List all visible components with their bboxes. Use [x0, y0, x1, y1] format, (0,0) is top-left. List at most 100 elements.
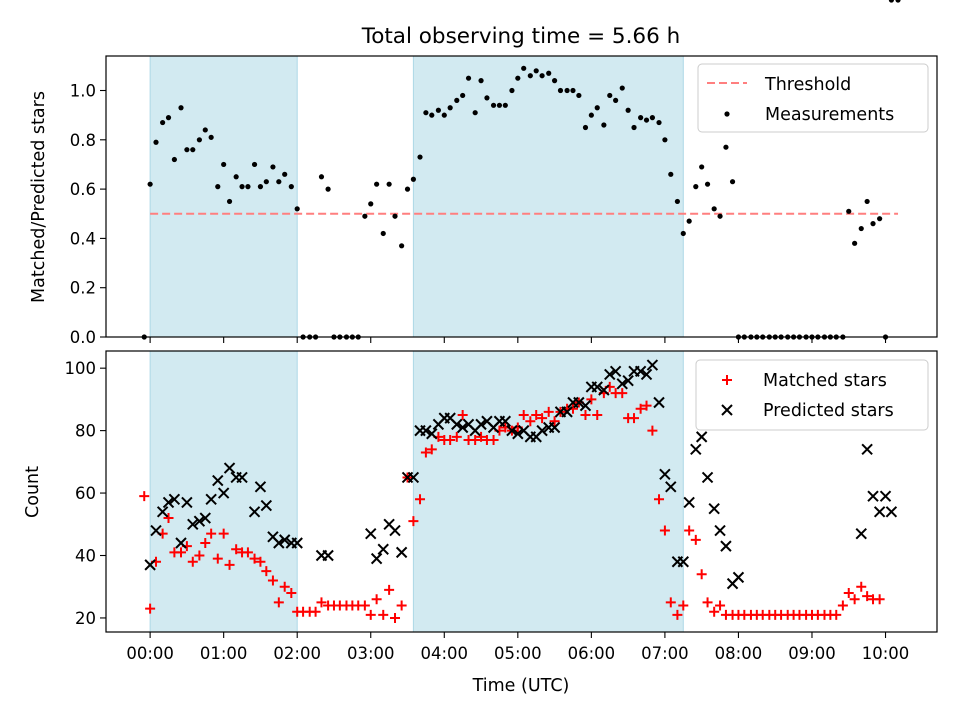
predicted-star-point — [536, 424, 548, 437]
matched-star-point — [273, 597, 284, 608]
x-tick-label: 10:00 — [862, 644, 910, 663]
predicted-star-point — [873, 506, 886, 518]
measurement-point — [717, 213, 723, 219]
matched-star-point — [696, 569, 707, 580]
measurement-point — [870, 221, 876, 227]
measurement-point — [852, 240, 858, 246]
matched-star-point — [586, 394, 597, 405]
measurement-point — [846, 208, 852, 214]
measurement-point — [594, 105, 600, 111]
matched-star-point — [420, 447, 431, 458]
matched-star-point — [843, 587, 854, 598]
predicted-star-point — [291, 537, 303, 549]
matched-star-point — [684, 525, 695, 536]
measurement-point — [496, 102, 503, 108]
matched-star-point — [378, 609, 389, 620]
predicted-star-point — [714, 524, 726, 537]
measurement-point — [374, 181, 380, 187]
predicted-star-point — [867, 490, 879, 502]
predicted-star-point — [187, 518, 199, 530]
predicted-star-point — [683, 496, 695, 509]
measurement-point — [282, 171, 288, 177]
predicted-star-point — [598, 384, 610, 396]
x-tick-label: 06:00 — [568, 644, 616, 663]
measurement-point — [858, 225, 864, 232]
matched-star-point — [862, 591, 873, 602]
measurement-point — [877, 216, 883, 222]
predicted-star-point — [548, 421, 561, 434]
matched-star-point — [476, 431, 487, 442]
x-tick-label: 03:00 — [347, 644, 395, 663]
predicted-star-point — [395, 546, 408, 559]
matched-star-point — [206, 528, 217, 539]
measurement-point — [196, 137, 202, 143]
measurement-point — [263, 179, 269, 185]
matched-star-point — [359, 600, 370, 611]
matched-star-point — [665, 597, 676, 608]
matched-star-point — [224, 559, 235, 570]
measurement-point — [686, 218, 692, 224]
predicted-star-point — [885, 506, 898, 518]
matched-star-point — [457, 410, 468, 421]
matched-star-point — [255, 556, 266, 567]
measurement-point — [693, 184, 699, 190]
matched-star-point — [592, 410, 603, 421]
x-tick-label: 00:00 — [126, 644, 174, 663]
top-y-tick-label: 0.0 — [70, 328, 96, 347]
measurement-point — [454, 97, 460, 103]
measurement-point — [625, 107, 631, 113]
matched-star-point — [139, 491, 150, 502]
matched-star-point — [647, 425, 658, 436]
matched-star-point — [629, 413, 640, 424]
matched-star-point — [659, 525, 670, 536]
measurement-point — [895, 0, 901, 3]
matched-star-point — [617, 388, 628, 399]
predicted-star-point — [175, 537, 187, 549]
measurement-point — [864, 198, 870, 205]
x-tick-label: 05:00 — [494, 644, 542, 663]
matched-star-point — [194, 550, 205, 561]
predicted-star-point — [150, 524, 162, 537]
matched-star-point — [678, 600, 689, 611]
measurement-point — [276, 179, 282, 185]
top-shaded-region — [150, 56, 298, 337]
measurement-point — [318, 174, 325, 180]
legend-threshold-label: Threshold — [764, 75, 851, 95]
measurement-point — [502, 102, 508, 108]
measurement-point — [171, 156, 177, 163]
matched-star-point — [145, 603, 156, 614]
predicted-star-point — [604, 368, 616, 381]
predicted-star-point — [732, 571, 745, 584]
predicted-star-point — [512, 428, 524, 440]
predicted-star-point — [646, 359, 659, 371]
matched-star-point — [316, 597, 327, 608]
matched-star-point — [279, 581, 290, 592]
measurement-point — [423, 110, 429, 116]
matched-star-point — [415, 494, 426, 505]
measurement-point — [233, 174, 239, 180]
measurement-point — [386, 181, 392, 187]
measurement-point — [215, 184, 221, 190]
predicted-star-point — [162, 496, 175, 509]
matched-star-point — [641, 400, 652, 411]
predicted-star-point — [365, 527, 377, 540]
measurement-point — [160, 119, 166, 126]
matched-star-point — [831, 609, 842, 620]
measurement-point — [257, 184, 264, 190]
matched-star-point — [543, 406, 554, 417]
measurement-point — [539, 73, 545, 79]
bottom-shaded-region — [413, 351, 684, 632]
matched-star-point — [672, 609, 683, 620]
measurement-point — [601, 122, 607, 128]
matched-star-point — [261, 566, 272, 577]
matched-star-point — [267, 575, 278, 586]
x-tick-label: 07:00 — [641, 644, 689, 663]
matched-star-point — [537, 413, 548, 424]
measurement-point — [662, 137, 668, 143]
measurement-point — [551, 78, 558, 84]
measurement-point — [619, 85, 625, 91]
predicted-star-point — [861, 443, 873, 456]
matched-star-point — [249, 553, 260, 564]
predicted-star-point — [156, 506, 169, 518]
measurement-point — [441, 112, 447, 118]
